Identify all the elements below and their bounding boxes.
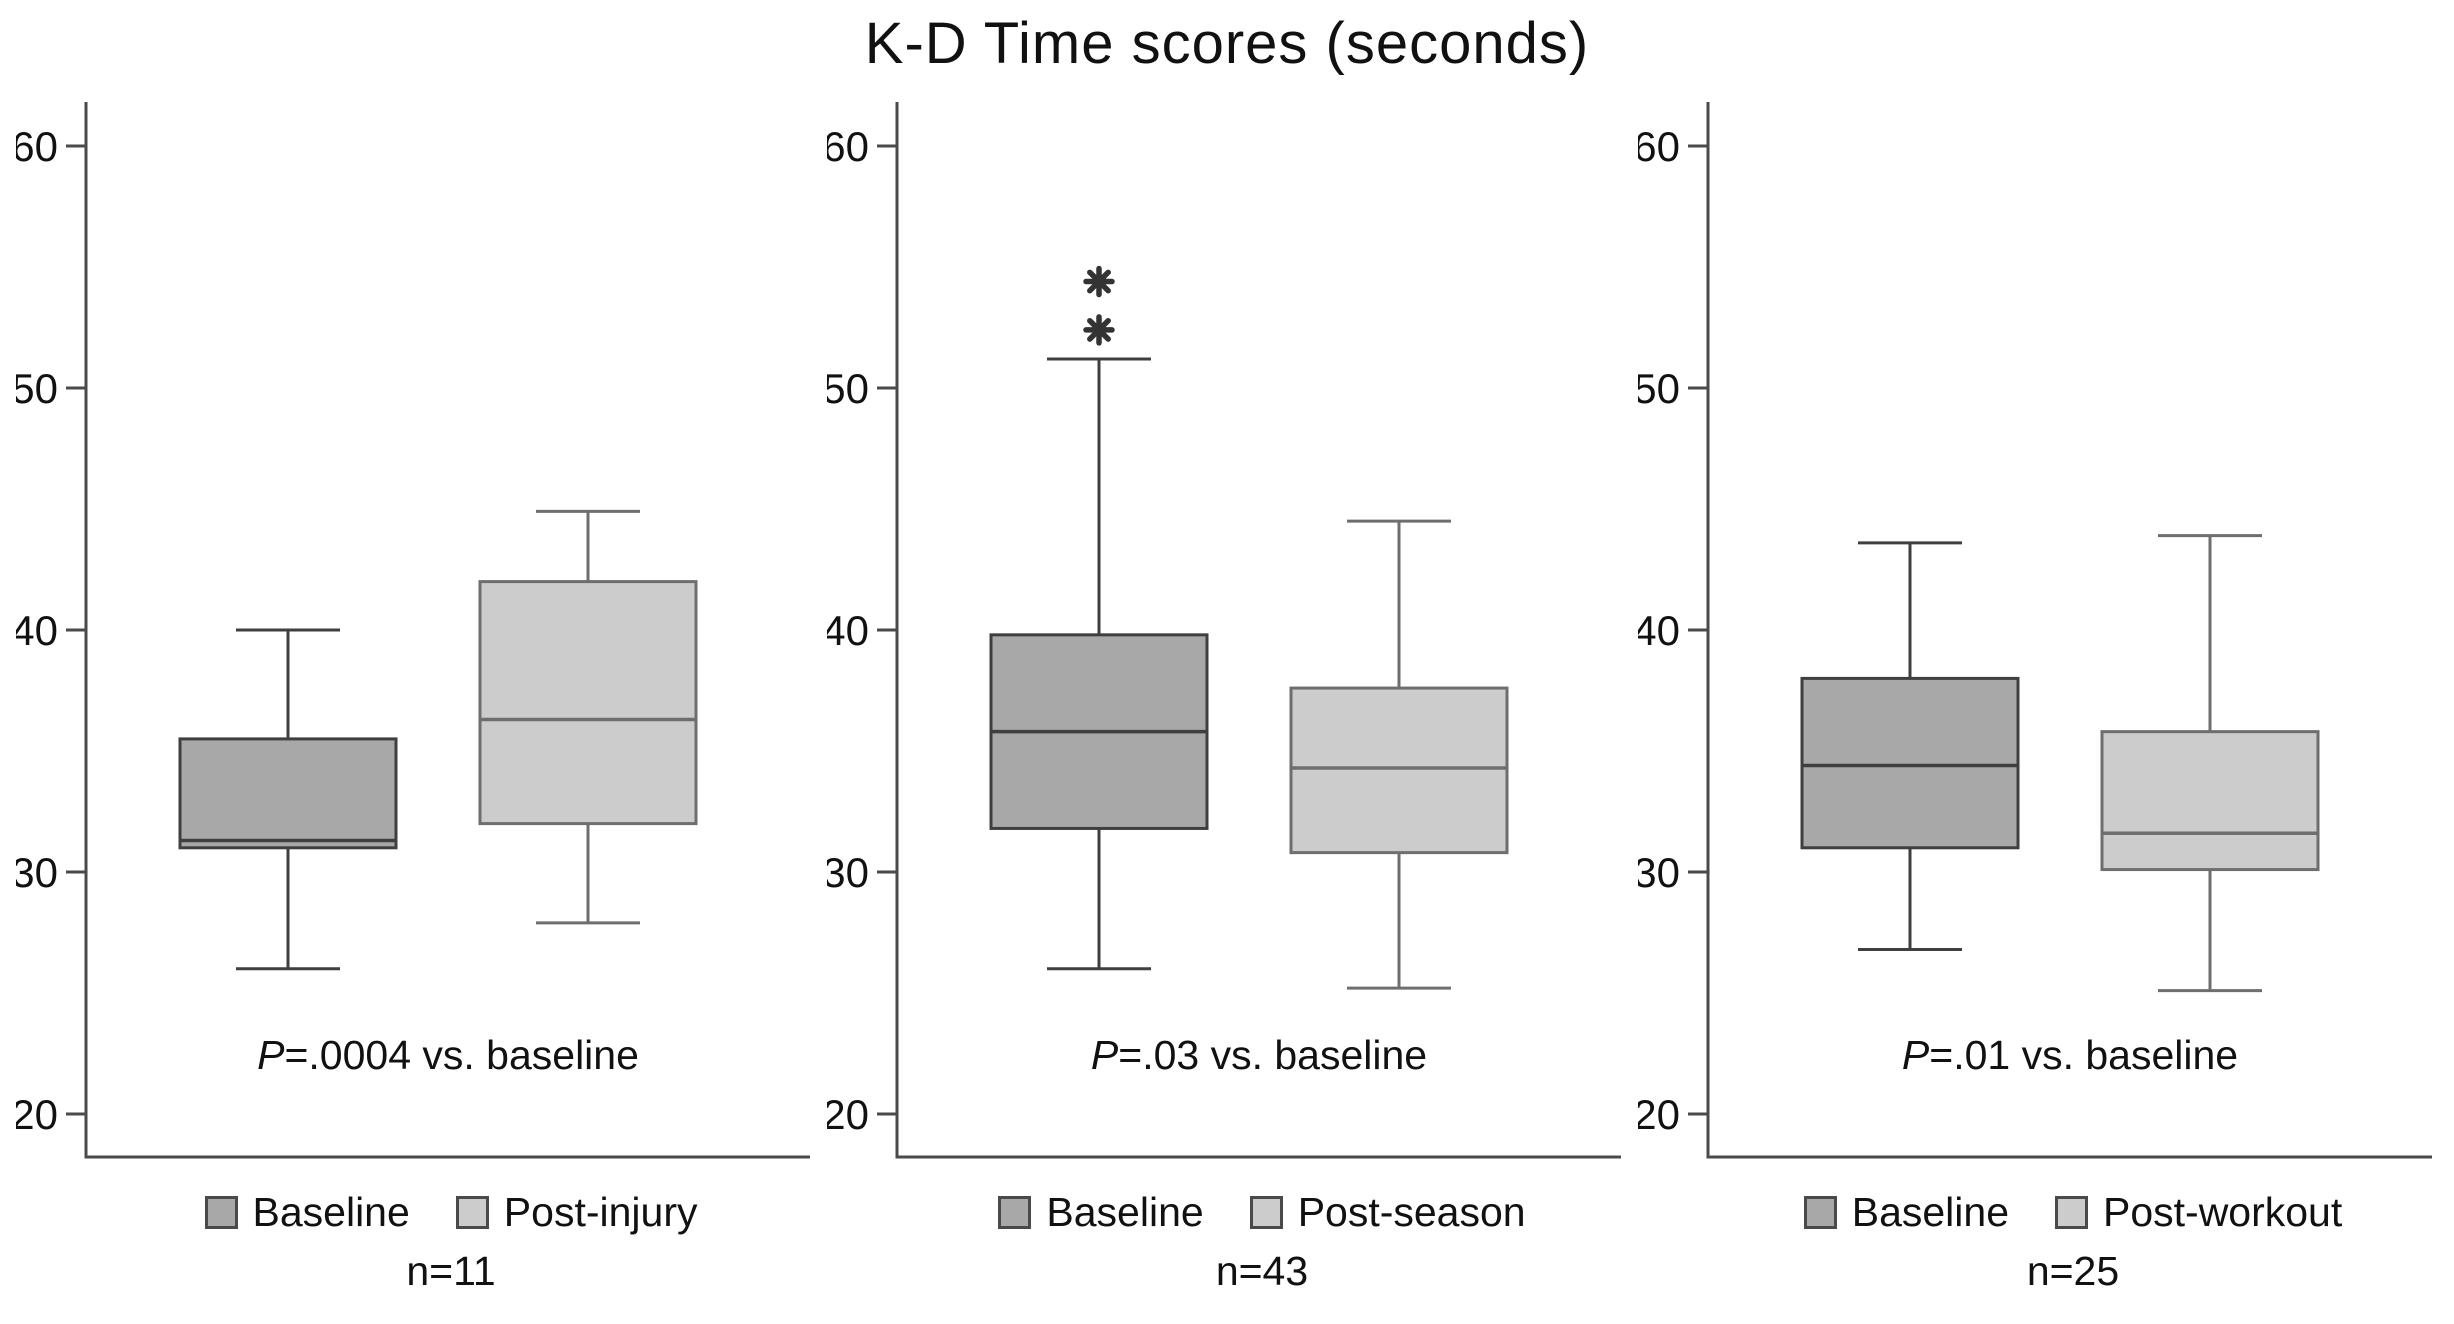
- p-value-annotation: P=.03 vs. baseline: [897, 1032, 1621, 1079]
- legend-swatch-baseline: [204, 1196, 238, 1229]
- legend-item-post-season: Post-season: [1249, 1189, 1526, 1236]
- svg-text:30: 30: [827, 849, 869, 896]
- panels-row: 20 30 40 50 60 P=.0004 vs. baseline Baseline…: [0, 82, 2454, 1295]
- legend-item-post-injury: Post-injury: [455, 1189, 698, 1236]
- svg-text:40: 40: [16, 607, 58, 654]
- p-symbol: P: [1090, 1032, 1119, 1078]
- legend-label-baseline: Baseline: [1851, 1189, 2009, 1235]
- p-value-text: =.0004 vs. baseline: [284, 1032, 639, 1078]
- svg-text:40: 40: [1638, 607, 1680, 654]
- p-value-text: =.03 vs. baseline: [1118, 1032, 1428, 1078]
- svg-text:50: 50: [16, 365, 58, 412]
- svg-text:20: 20: [827, 1091, 869, 1138]
- boxplot-post-season: 20 30 40 50 60: [827, 102, 1621, 1159]
- p-value-text: =.01 vs. baseline: [1929, 1032, 2239, 1078]
- legend-label-baseline: Baseline: [252, 1189, 410, 1235]
- sample-size-label: n=11: [406, 1248, 496, 1294]
- p-value-annotation: P=.01 vs. baseline: [1708, 1032, 2432, 1079]
- legend-item-post-workout: Post-workout: [2055, 1189, 2342, 1236]
- legend: Baseline Post-workout: [1638, 1189, 2438, 1236]
- svg-text:40: 40: [827, 607, 869, 654]
- legend-swatch-post-workout: [2055, 1196, 2088, 1229]
- legend-label-post-workout: Post-workout: [2103, 1189, 2343, 1235]
- sample-size-label: n=25: [2026, 1248, 2120, 1294]
- legend-swatch-post-injury: [455, 1196, 489, 1229]
- legend-item-baseline: Baseline: [204, 1189, 410, 1236]
- boxplot-post-injury: 20 30 40 50 60: [16, 102, 810, 1159]
- p-symbol: P: [1901, 1032, 1930, 1078]
- legend-item-baseline: Baseline: [998, 1189, 1204, 1236]
- legend-swatch-post-season: [1249, 1196, 1283, 1229]
- svg-text:30: 30: [1638, 849, 1680, 896]
- panel-post-injury: 20 30 40 50 60 P=.0004 vs. baseline Baseline…: [16, 82, 816, 1295]
- svg-text:60: 60: [827, 123, 869, 170]
- svg-text:50: 50: [827, 365, 869, 412]
- p-symbol: P: [257, 1032, 285, 1078]
- svg-text:20: 20: [16, 1091, 58, 1138]
- panel-post-season: 20 30 40 50 60 P=.03 vs. baseline Baseline P…: [827, 82, 1627, 1295]
- legend-item-baseline: Baseline: [1803, 1189, 2009, 1236]
- legend-swatch-baseline: [1803, 1196, 1837, 1229]
- svg-text:60: 60: [16, 123, 58, 170]
- legend: Baseline Post-season: [827, 1189, 1627, 1236]
- svg-text:60: 60: [1638, 123, 1680, 170]
- svg-text:50: 50: [1638, 365, 1680, 412]
- legend-label-post-injury: Post-injury: [503, 1189, 698, 1235]
- sample-size-label: n=43: [1215, 1248, 1309, 1294]
- legend: Baseline Post-injury: [16, 1189, 816, 1236]
- legend-label-post-season: Post-season: [1297, 1189, 1526, 1235]
- legend-label-baseline: Baseline: [1046, 1189, 1204, 1235]
- svg-text:20: 20: [1638, 1091, 1680, 1138]
- p-value-annotation: P=.0004 vs. baseline: [86, 1032, 810, 1079]
- svg-text:30: 30: [16, 849, 58, 896]
- chart-title: K-D Time scores (seconds): [864, 11, 1590, 76]
- panel-post-workout: 20 30 40 50 60 P=.01 vs. baseline Baseline P…: [1638, 82, 2438, 1295]
- boxplot-post-workout: 20 30 40 50 60: [1638, 102, 2432, 1159]
- legend-swatch-baseline: [998, 1196, 1032, 1229]
